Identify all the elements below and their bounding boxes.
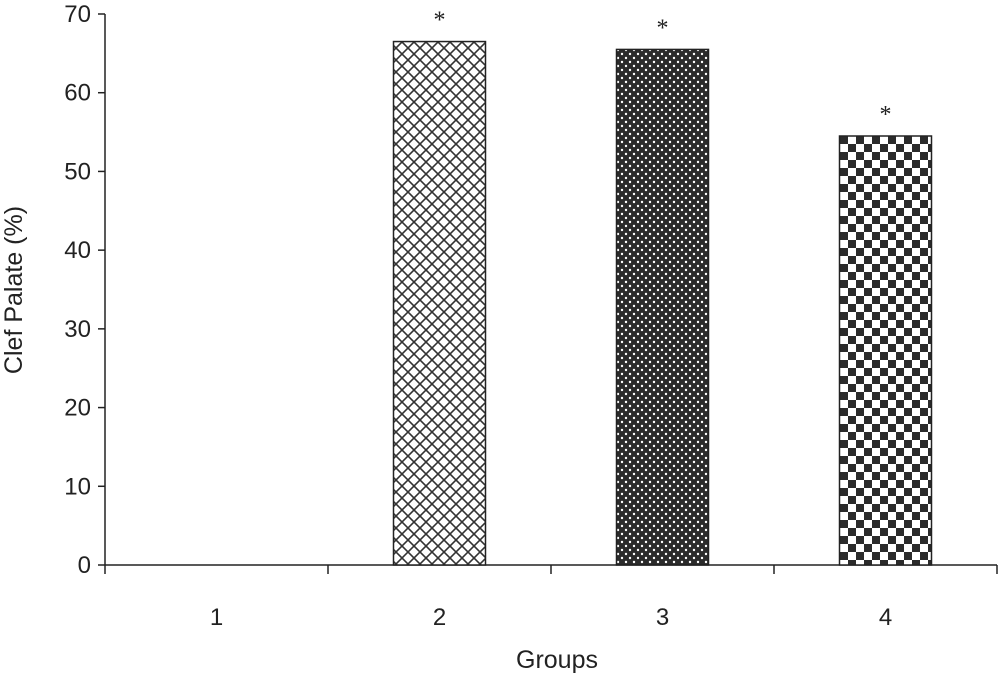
bar-group-3 xyxy=(615,48,710,566)
x-tick-label: 2 xyxy=(433,604,446,631)
significance-marker: * xyxy=(880,102,892,128)
y-tick-label: 60 xyxy=(64,80,91,107)
bars xyxy=(392,40,933,566)
significance-markers: * * * xyxy=(434,8,892,128)
bar-group-2 xyxy=(392,40,487,566)
y-tick-label: 30 xyxy=(64,316,91,343)
y-tick-label: 10 xyxy=(64,473,91,500)
y-tick-label: 70 xyxy=(64,1,91,28)
y-tick-label: 50 xyxy=(64,158,91,185)
significance-marker: * xyxy=(657,15,669,41)
x-tick-label: 1 xyxy=(210,604,223,631)
y-axis: 0 10 20 30 40 50 60 70 xyxy=(64,1,106,579)
x-tick-label: 4 xyxy=(879,604,892,631)
bar-group-4 xyxy=(838,135,933,566)
y-tick-label: 40 xyxy=(64,237,91,264)
x-axis-title: Groups xyxy=(516,646,598,674)
x-axis: 1 2 3 4 xyxy=(104,564,998,631)
y-axis-title: Clef Palate (%) xyxy=(0,206,28,374)
x-tick-label: 3 xyxy=(656,604,669,631)
significance-marker: * xyxy=(434,8,446,34)
y-tick-label: 20 xyxy=(64,395,91,422)
y-tick-label: 0 xyxy=(78,552,91,579)
